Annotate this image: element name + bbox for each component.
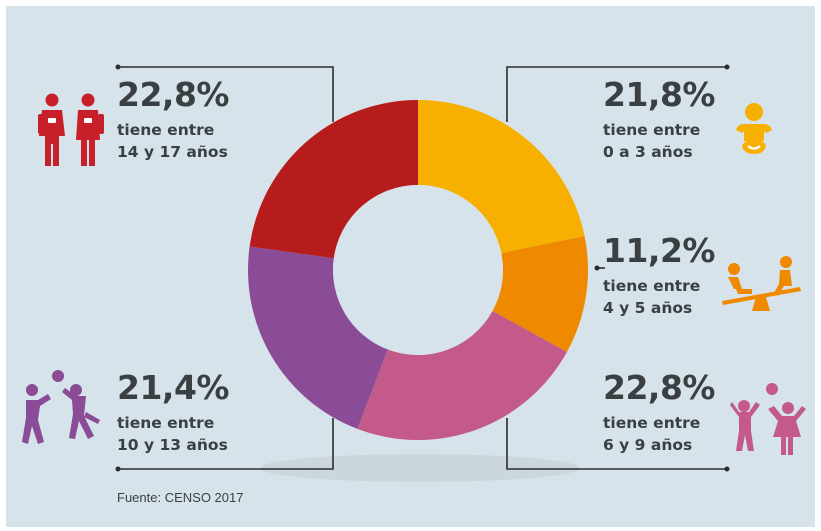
donut-hole xyxy=(333,185,503,355)
label-block-0-3: 21,8% tiene entre 0 a 3 años xyxy=(603,75,716,163)
age-label-line1: tiene entre xyxy=(117,414,215,432)
label-block-14-17: 22,8% tiene entre 14 y 17 años xyxy=(117,75,230,163)
baby-icon xyxy=(736,103,772,154)
value-label: 22,8% xyxy=(603,368,716,407)
source-note: Fuente: CENSO 2017 xyxy=(117,490,244,505)
age-label-line2: 10 y 13 años xyxy=(117,436,228,454)
teens-backpack-icon xyxy=(38,93,104,166)
leader-line-6-9 xyxy=(506,418,727,470)
leader-line-14-17 xyxy=(118,66,334,122)
value-label: 11,2% xyxy=(603,231,716,270)
donut-slice-4-y-5-años xyxy=(492,236,588,352)
leader-line-10-13 xyxy=(118,418,334,470)
age-label-line1: tiene entre xyxy=(603,414,701,432)
donut-slice-0-a-3-años xyxy=(418,100,585,254)
seesaw-kids-icon xyxy=(722,256,801,311)
children-playing-icon xyxy=(730,383,806,455)
leader-line-0-3 xyxy=(506,66,727,122)
age-label-line2: 6 y 9 años xyxy=(603,436,693,454)
age-label-line1: tiene entre xyxy=(603,121,701,139)
donut-slice-10-y-13-años xyxy=(248,246,388,429)
donut-slice-14-y-17-años xyxy=(249,100,418,259)
label-block-6-9: 22,8% tiene entre 6 y 9 años xyxy=(603,368,716,456)
age-label-line1: tiene entre xyxy=(603,277,701,295)
chart-shadow xyxy=(260,454,580,482)
value-label: 21,8% xyxy=(603,75,716,114)
ball-players-icon xyxy=(22,370,100,444)
label-block-4-5: 11,2% tiene entre 4 y 5 años xyxy=(603,231,716,319)
value-label: 22,8% xyxy=(117,75,230,114)
label-block-10-13: 21,4% tiene entre 10 y 13 años xyxy=(117,368,230,456)
age-label-line2: 14 y 17 años xyxy=(117,143,228,161)
value-label: 21,4% xyxy=(117,368,230,407)
age-label-line2: 4 y 5 años xyxy=(603,299,693,317)
age-label-line1: tiene entre xyxy=(117,121,215,139)
age-label-line2: 0 a 3 años xyxy=(603,143,693,161)
donut-slice-6-y-9-años xyxy=(357,310,567,440)
